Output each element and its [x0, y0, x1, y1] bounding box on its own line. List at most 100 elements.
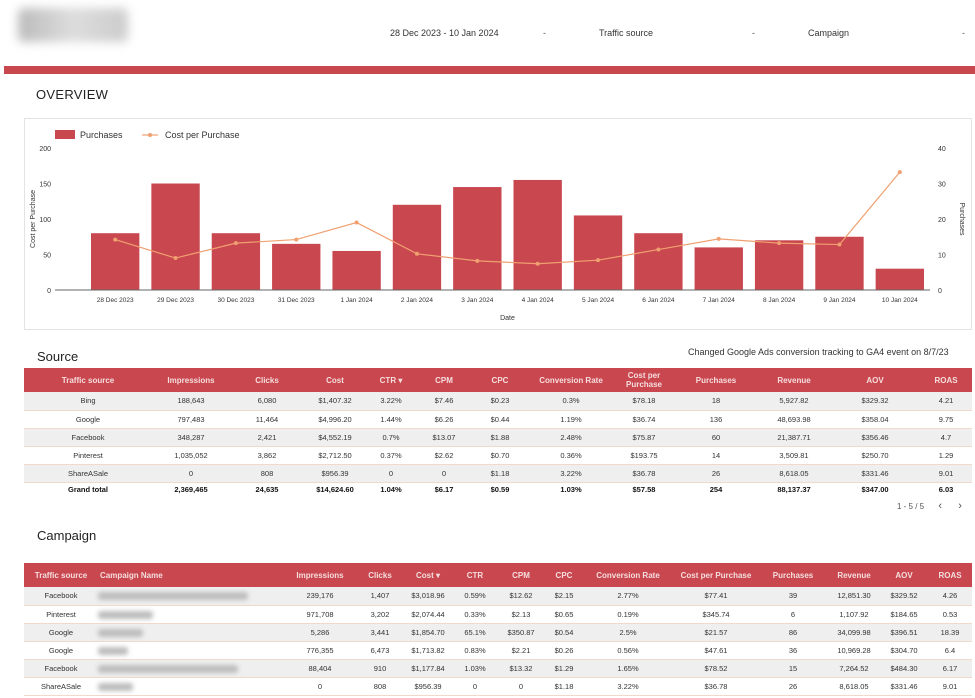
bar-purchases[interactable] — [694, 247, 743, 290]
table-cell: 1.65% — [582, 659, 674, 678]
table-cell: $331.46 — [830, 464, 920, 483]
line-point[interactable] — [716, 236, 721, 241]
date-range-dropdown-icon[interactable]: - — [543, 28, 546, 38]
campaign-filter[interactable]: Campaign — [808, 28, 850, 38]
column-header[interactable]: CTR — [454, 563, 496, 587]
y-right-tick-label: 40 — [938, 146, 946, 153]
table-row[interactable]: ShareASale 0 808 $956.39 0 0 $1.18 3.22% $36.78 2… — [24, 464, 972, 483]
table-cell: $0.70 — [472, 446, 528, 465]
total-cell: $14,624.60 — [304, 482, 366, 496]
bar-purchases[interactable] — [91, 233, 140, 290]
table-cell — [98, 587, 282, 606]
bar-purchases[interactable] — [875, 268, 924, 290]
column-header[interactable]: CPC — [472, 368, 528, 392]
bar-purchases[interactable] — [513, 179, 562, 290]
table-row[interactable]: Google 797,483 11,464 $4,996.20 1.44% $6.26 $0… — [24, 410, 972, 429]
column-header[interactable]: CTR ▾ — [366, 368, 416, 392]
table-cell: $358.04 — [830, 410, 920, 429]
y-left-tick-label: 150 — [39, 182, 51, 189]
bar-purchases[interactable] — [634, 233, 683, 290]
column-header[interactable]: Purchases — [758, 563, 828, 587]
traffic-source-filter[interactable]: Traffic source — [599, 28, 654, 38]
line-point[interactable] — [837, 242, 842, 247]
bar-purchases[interactable] — [272, 243, 321, 290]
line-point[interactable] — [535, 261, 540, 266]
legend-label-purchases: Purchases — [80, 130, 123, 140]
campaign-name-redacted — [98, 592, 248, 601]
column-header[interactable]: Clicks — [230, 368, 304, 392]
bar-purchases[interactable] — [392, 204, 442, 290]
column-header[interactable]: AOV — [830, 368, 920, 392]
column-header[interactable]: AOV — [880, 563, 928, 587]
column-header[interactable]: CPC — [546, 563, 582, 587]
table-cell: 0 — [496, 677, 546, 696]
table-cell: $36.78 — [614, 464, 674, 483]
table-cell: $304.70 — [880, 641, 928, 660]
bar-purchases[interactable] — [754, 240, 804, 290]
table-cell: 9.01 — [920, 464, 972, 483]
traffic-source-dropdown-icon[interactable]: - — [752, 28, 755, 38]
bar-purchases[interactable] — [332, 250, 381, 290]
x-axis-title: Date — [500, 315, 515, 322]
column-header[interactable]: Cost ▾ — [402, 563, 454, 587]
table-cell: $0.26 — [546, 641, 582, 660]
campaign-dropdown-icon[interactable]: - — [962, 28, 965, 38]
table-row[interactable]: Google 5,286 3,441 $1,854.70 65.1% $350.87 $0.… — [24, 623, 972, 642]
column-header[interactable]: Campaign Name — [98, 563, 282, 587]
column-header[interactable]: CPM — [416, 368, 472, 392]
line-point[interactable] — [233, 241, 238, 246]
column-header[interactable]: Cost per Purchase — [674, 563, 758, 587]
table-cell: 2.5% — [582, 623, 674, 642]
column-header[interactable]: Traffic source — [24, 368, 152, 392]
bar-purchases[interactable] — [573, 215, 623, 290]
line-point[interactable] — [897, 170, 902, 175]
total-cell: $6.17 — [416, 482, 472, 496]
column-header[interactable]: Revenue — [758, 368, 830, 392]
column-header[interactable]: ROAS — [928, 563, 972, 587]
table-row[interactable]: Google 776,355 6,473 $1,713.82 0.83% $2.21 $0.… — [24, 641, 972, 660]
x-tick-label: 29 Dec 2023 — [157, 297, 194, 304]
table-row[interactable]: Facebook 239,176 1,407 $3,018.96 0.59% $12.62… — [24, 587, 972, 606]
date-range-picker[interactable]: 28 Dec 2023 - 10 Jan 2024 — [390, 28, 499, 38]
y-right-tick-label: 0 — [938, 288, 942, 295]
table-cell: 8,618.05 — [828, 677, 880, 696]
column-header[interactable]: Traffic source — [24, 563, 98, 587]
column-header[interactable]: CPM — [496, 563, 546, 587]
column-header[interactable]: Cost per Purchase — [614, 368, 674, 392]
line-point[interactable] — [656, 247, 661, 252]
table-cell: $3,018.96 — [402, 587, 454, 606]
bar-purchases[interactable] — [151, 183, 200, 291]
table-cell: $396.51 — [880, 623, 928, 642]
column-header[interactable]: Revenue — [828, 563, 880, 587]
line-point[interactable] — [354, 220, 359, 225]
next-page-button[interactable]: › — [958, 500, 962, 512]
column-header[interactable]: Impressions — [282, 563, 358, 587]
table-cell: 5,286 — [282, 623, 358, 642]
table-row[interactable]: Bing 188,643 6,080 $1,407.32 3.22% $7.46 $0.23… — [24, 392, 972, 411]
table-row[interactable]: Pinterest 1,035,052 3,862 $2,712.50 0.37% $2.… — [24, 446, 972, 465]
line-point[interactable] — [113, 237, 118, 242]
table-row[interactable]: Facebook 348,287 2,421 $4,552.19 0.7% $13.07 $… — [24, 428, 972, 447]
column-header[interactable]: ROAS — [920, 368, 972, 392]
column-header[interactable]: Impressions — [152, 368, 230, 392]
column-header[interactable]: Clicks — [358, 563, 402, 587]
prev-page-button[interactable]: ‹ — [938, 500, 943, 512]
line-point[interactable] — [294, 237, 299, 242]
x-tick-label: 7 Jan 2024 — [703, 297, 736, 304]
line-point[interactable] — [173, 256, 178, 261]
line-point[interactable] — [414, 251, 419, 256]
column-header[interactable]: Cost — [304, 368, 366, 392]
line-point[interactable] — [475, 258, 480, 263]
table-cell: $329.32 — [830, 392, 920, 411]
column-header[interactable]: Conversion Rate — [528, 368, 614, 392]
bar-purchases[interactable] — [453, 187, 502, 290]
table-row[interactable]: Pinterest 971,708 3,202 $2,074.44 0.33% $2.13… — [24, 605, 972, 624]
column-header[interactable]: Conversion Rate — [582, 563, 674, 587]
line-point[interactable] — [777, 241, 782, 246]
table-cell: 0.56% — [582, 641, 674, 660]
table-row[interactable]: ShareASale 0 808 $956.39 0 0 $1.18 3.22% $36.78 2… — [24, 677, 972, 696]
source-pagination: 1 - 5 / 5 ‹ › — [897, 500, 962, 512]
table-row[interactable]: Facebook 88,404 910 $1,177.84 1.03% $13.32 $1.… — [24, 659, 972, 678]
column-header[interactable]: Purchases — [674, 368, 758, 392]
line-point[interactable] — [596, 258, 601, 263]
